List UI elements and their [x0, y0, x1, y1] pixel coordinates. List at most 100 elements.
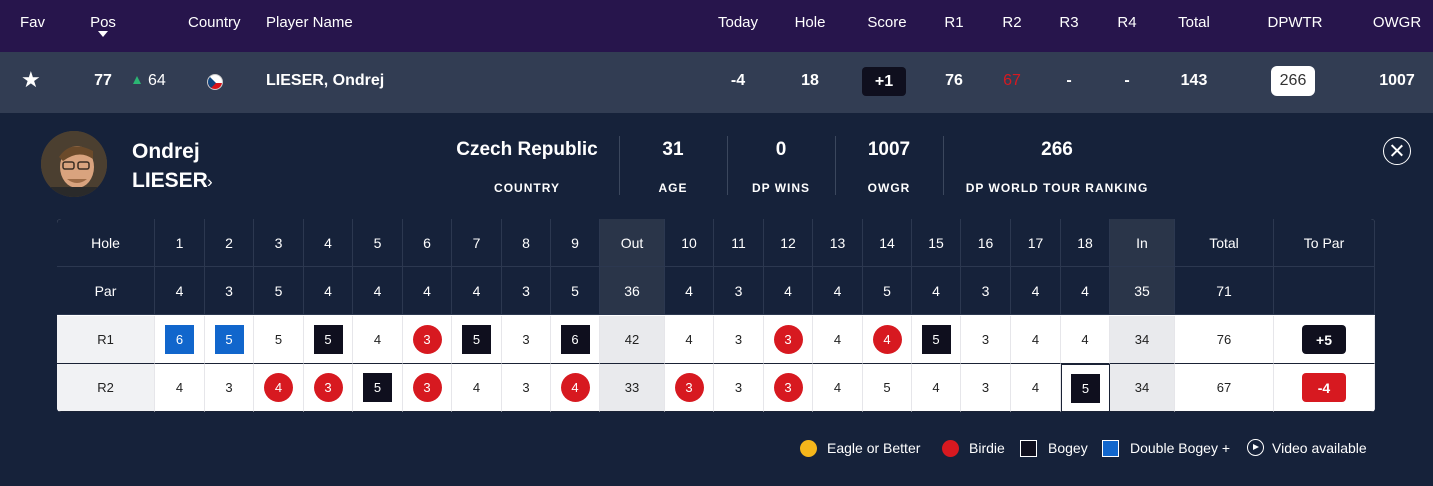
scorecard-cell: 4 [1011, 364, 1061, 412]
stat-dpwins-label: DP WINS [751, 181, 811, 195]
scorecard-row-label: Hole [57, 219, 155, 267]
scorecard-cell: 5 [353, 364, 403, 412]
scorecard-cell: 6 [551, 316, 600, 364]
scorecard-round-row: R2 4 3 4 3 5 3 4 3 4 33 3 3 3 4 5 4 3 4 5 34 67 -4 [57, 364, 1375, 412]
profile-last-name[interactable]: LIESER [132, 169, 208, 192]
birdie-score-marker: 3 [773, 325, 803, 354]
player-row[interactable]: ★ 77 64 LIESER, Ondrej -4 18 76 67 - - 1… [0, 52, 1433, 113]
scorecard-cell: 4 [813, 364, 863, 412]
close-icon[interactable] [1383, 137, 1411, 165]
scorecard-cell: 3 [714, 364, 764, 412]
play-video-icon[interactable] [1247, 439, 1264, 456]
stat-divider [835, 136, 836, 195]
birdie-score-marker: 4 [872, 325, 902, 354]
scorecard-cell: 5 [254, 316, 304, 364]
stat-owgr-value: 1007 [867, 139, 911, 160]
scorecard-row-label: R2 [57, 364, 155, 412]
scorecard-cell: 16 [961, 219, 1011, 267]
birdie-score-marker: 3 [412, 373, 442, 402]
birdie-score-marker: 3 [773, 373, 803, 402]
scorecard-cell: -4 [1274, 364, 1375, 412]
stat-divider [619, 136, 620, 195]
scorecard-cell: 4 [155, 364, 205, 412]
scorecard-cell: 5 [1061, 364, 1110, 412]
player-name[interactable]: LIESER, Ondrej [266, 72, 385, 89]
double-score-marker: 5 [214, 325, 244, 354]
player-dpwtr-badge: 266 [1271, 66, 1315, 96]
scorecard-header-row: Par 4 3 5 4 4 4 4 3 5 36 4 3 4 4 5 4 3 4 4 35 71 [57, 267, 1375, 315]
player-owgr: 1007 [1379, 72, 1415, 89]
scorecard-cell: 4 [912, 267, 961, 315]
to-par-badge: -4 [1302, 373, 1346, 402]
player-today: -4 [730, 72, 746, 89]
scorecard-cell: 6 [403, 219, 452, 267]
scorecard-cell: 3 [304, 364, 353, 412]
col-today: Today [717, 14, 759, 31]
scorecard-cell: 3 [665, 364, 714, 412]
stat-age-value: 31 [662, 139, 684, 160]
scorecard-cell: 4 [551, 364, 600, 412]
stat-dpwtr-value: 266 [1041, 139, 1073, 160]
scorecard-cell: 3 [502, 316, 551, 364]
col-player-name: Player Name [266, 14, 353, 31]
scorecard-cell: 4 [665, 267, 714, 315]
scorecard-cell: 3 [502, 267, 551, 315]
player-pos: 77 [94, 72, 112, 89]
scorecard-cell: 18 [1061, 219, 1110, 267]
scorecard-cell: 4 [353, 267, 403, 315]
col-total: Total [1178, 14, 1210, 31]
scorecard-cell: 34 [1110, 364, 1175, 412]
scorecard-cell: 42 [600, 316, 665, 364]
bogey-score-marker: 5 [462, 325, 491, 354]
scorecard-cell: 3 [205, 364, 254, 412]
scorecard-cell: 4 [155, 267, 205, 315]
scorecard-cell: 2 [205, 219, 254, 267]
player-total: 143 [1180, 72, 1208, 89]
sort-desc-icon[interactable] [98, 31, 108, 37]
birdie-score-marker: 4 [560, 373, 590, 402]
col-fav: Fav [20, 14, 46, 31]
bogey-score-marker: 5 [1071, 373, 1100, 403]
birdie-score-marker: 3 [313, 373, 343, 402]
chevron-right-icon[interactable]: › [207, 172, 213, 191]
scorecard-cell: 33 [600, 364, 665, 412]
player-score-badge: +1 [862, 67, 906, 96]
col-owgr: OWGR [1372, 14, 1422, 31]
scorecard-cell: 3 [254, 219, 304, 267]
scorecard-cell: To Par [1274, 219, 1375, 267]
scorecard-cell: 4 [452, 267, 502, 315]
scorecard-cell: 3 [205, 267, 254, 315]
scorecard-cell: 5 [304, 316, 353, 364]
profile-first-name: Ondrej [132, 140, 200, 163]
scorecard-cell: 5 [863, 364, 912, 412]
stat-age-label: AGE [658, 181, 688, 195]
player-hole: 18 [801, 72, 819, 89]
scorecard-cell: 4 [403, 267, 452, 315]
col-r3: R3 [1059, 14, 1079, 31]
scorecard-cell: 6 [155, 316, 205, 364]
scorecard-cell: 3 [961, 316, 1011, 364]
scorecard-cell: 15 [912, 219, 961, 267]
to-par-badge: +5 [1302, 325, 1346, 354]
player-r4: - [1124, 72, 1130, 89]
scorecard-cell: 14 [863, 219, 912, 267]
col-r2: R2 [1002, 14, 1022, 31]
col-dpwtr: DPWTR [1267, 14, 1323, 31]
scorecard-cell: 35 [1110, 267, 1175, 315]
scorecard-cell: 3 [961, 267, 1011, 315]
scorecard-cell: 12 [764, 219, 813, 267]
scorecard-cell: Out [600, 219, 665, 267]
scorecard-cell: 3 [714, 316, 764, 364]
col-pos[interactable]: Pos [90, 14, 116, 31]
scorecard-cell: 5 [863, 267, 912, 315]
scorecard-cell: 5 [205, 316, 254, 364]
scorecard-cell: 17 [1011, 219, 1061, 267]
scorecard-cell: 5 [254, 267, 304, 315]
bogey-score-marker: 5 [921, 325, 951, 354]
bogey-score-marker: 5 [313, 325, 343, 354]
col-r1: R1 [944, 14, 964, 31]
player-avatar [41, 131, 107, 197]
bogey-legend-icon [1020, 440, 1037, 457]
favorite-star-icon[interactable]: ★ [21, 67, 41, 92]
scorecard-cell: Total [1175, 219, 1274, 267]
